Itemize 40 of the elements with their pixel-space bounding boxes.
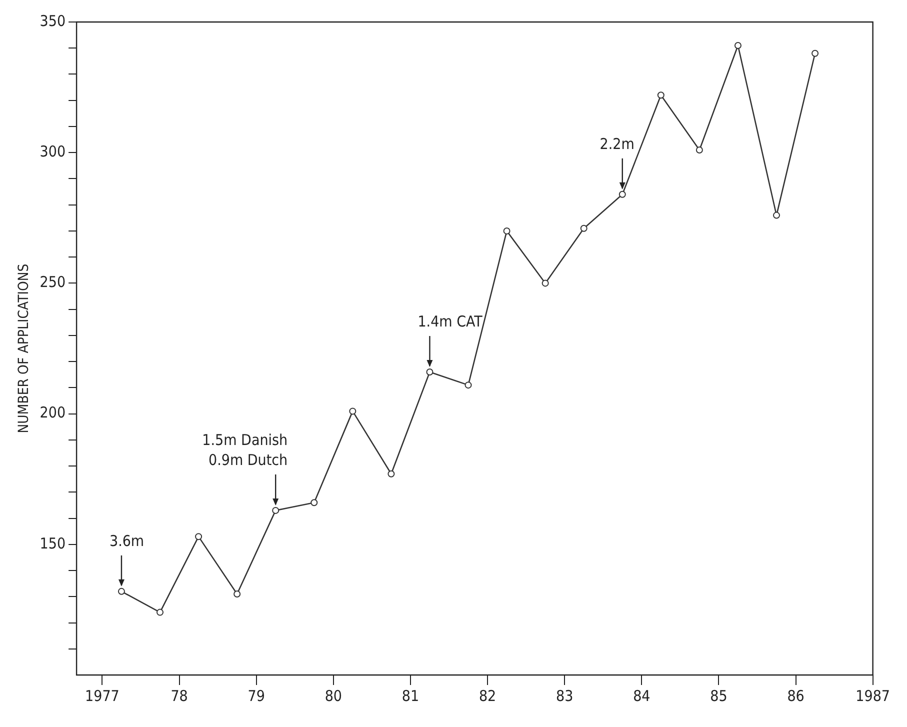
annotation: 3.6m	[109, 532, 144, 550]
annotation: 2.2m	[600, 134, 634, 153]
y-tick-label: 350	[40, 12, 66, 30]
x-tick-label: 82	[478, 686, 496, 705]
y-tick-label: 250	[40, 273, 66, 292]
x-tick-label: 80	[324, 686, 342, 705]
annotation: 1.5m Danish 0.9m Dutch	[202, 430, 288, 469]
point	[156, 608, 164, 616]
x-tick-label: 83	[556, 686, 574, 705]
point	[310, 499, 318, 506]
x-tick-label: 1987	[856, 686, 890, 705]
point	[580, 224, 588, 232]
point	[464, 382, 472, 389]
point	[426, 368, 434, 376]
point	[542, 280, 549, 287]
point	[234, 590, 241, 598]
y-axis-title: NUMBER OF APPLICATIONS	[16, 264, 32, 434]
point	[657, 92, 664, 99]
x-tick-label: 79	[248, 686, 265, 705]
point	[812, 50, 819, 57]
y-tick-label: 150	[40, 534, 66, 552]
y-tick-label: 200	[40, 404, 66, 422]
point	[118, 588, 125, 595]
x-tick-label: 86	[787, 686, 804, 705]
point	[696, 146, 703, 154]
point	[349, 408, 356, 415]
point	[773, 212, 780, 219]
point	[503, 227, 510, 234]
annotation: 1.4m CAT	[418, 312, 484, 330]
x-tick-label: 78	[170, 686, 188, 705]
x-tick-label: 1977	[85, 686, 120, 705]
point	[388, 470, 395, 478]
x-tick-label: 84	[633, 686, 650, 705]
x-tick-label: 85	[710, 686, 728, 705]
x-tick-label: 81	[402, 686, 420, 705]
point	[618, 190, 626, 198]
point	[195, 533, 202, 540]
y-tick-label: 300	[40, 142, 66, 160]
point	[734, 42, 742, 50]
point	[272, 506, 280, 514]
